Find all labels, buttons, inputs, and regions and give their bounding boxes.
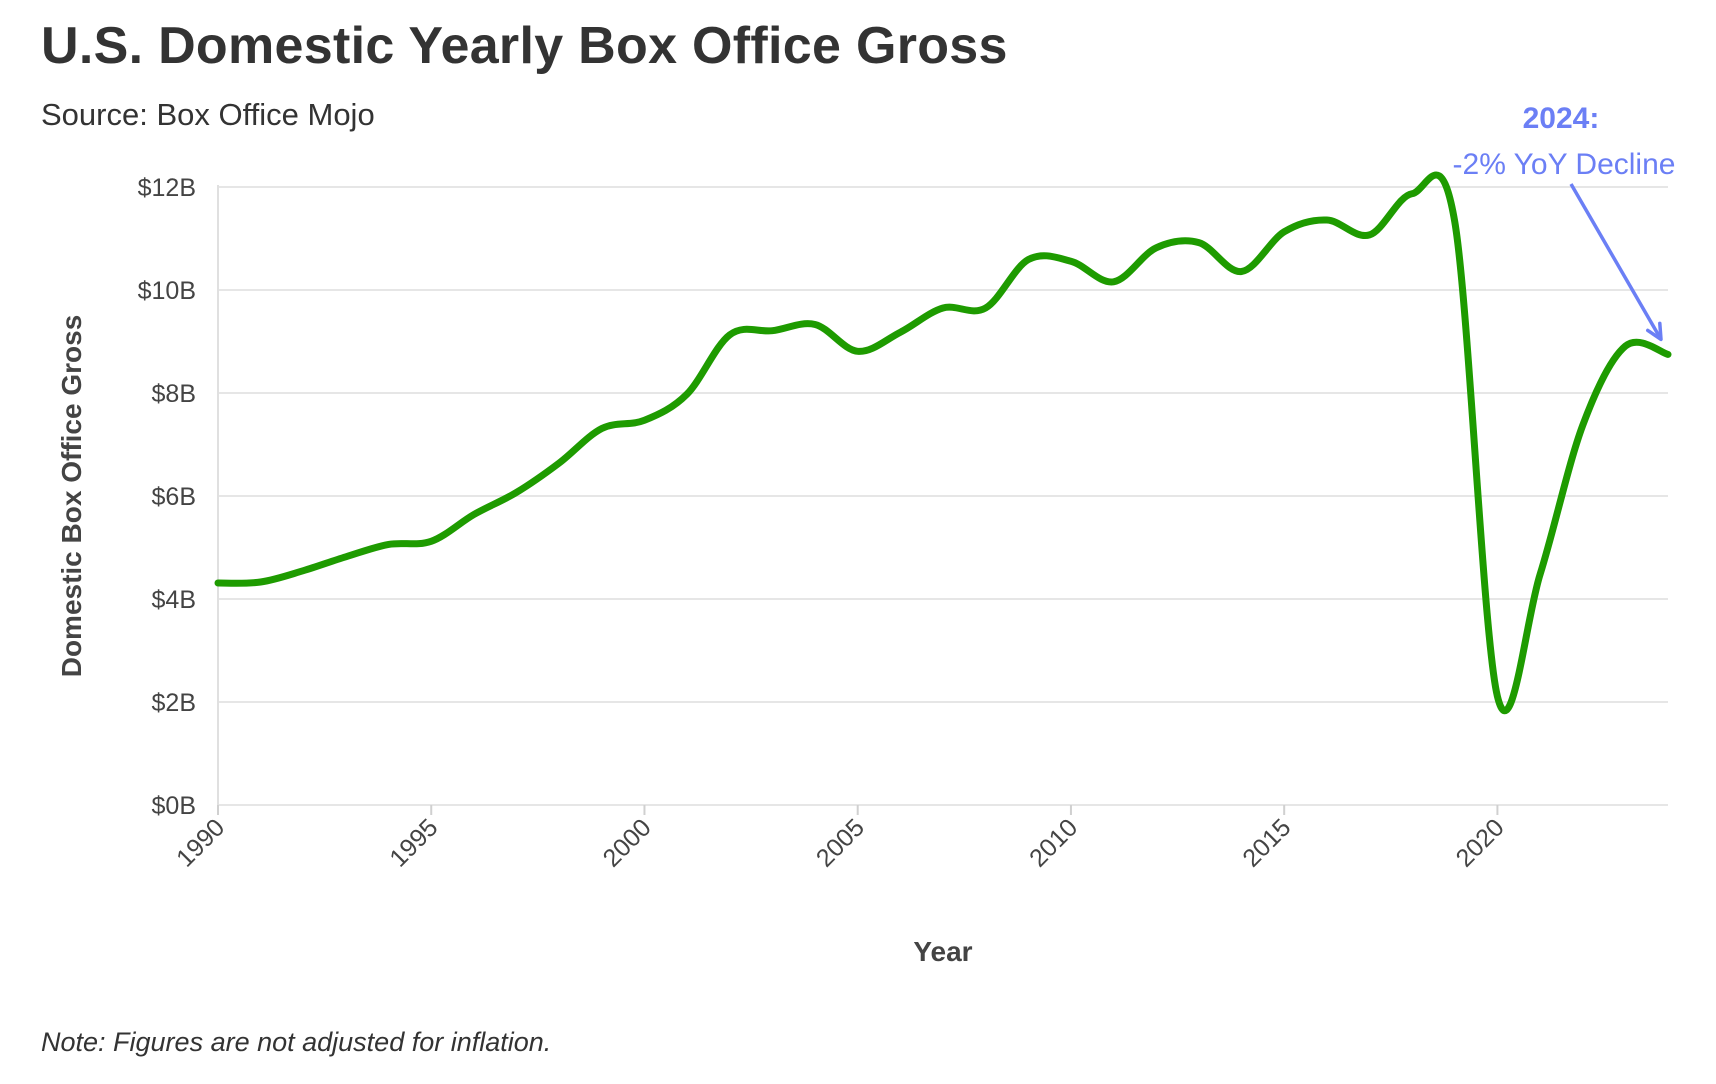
x-tick-label: 2005 bbox=[811, 813, 870, 872]
x-tick-label: 2010 bbox=[1024, 813, 1083, 872]
annotation-text: -2% YoY Decline bbox=[1453, 148, 1676, 181]
data-point-2019 bbox=[1451, 219, 1458, 226]
data-point-2000 bbox=[641, 417, 648, 424]
annotation-2024: 2024: -2% YoY Decline bbox=[1453, 102, 1676, 342]
data-point-2013 bbox=[1195, 239, 1202, 246]
chart-subtitle: Source: Box Office Mojo bbox=[41, 97, 375, 132]
data-point-2002 bbox=[726, 331, 733, 338]
data-point-1993 bbox=[342, 553, 349, 560]
chart-title: U.S. Domestic Yearly Box Office Gross bbox=[41, 17, 1008, 75]
y-tick-label: $12B bbox=[138, 174, 196, 202]
x-tick-label: 2000 bbox=[598, 813, 657, 872]
data-point-2014 bbox=[1238, 268, 1245, 275]
data-point-1994 bbox=[385, 541, 392, 548]
data-point-2008 bbox=[982, 305, 989, 312]
y-axis-label: Domestic Box Office Gross bbox=[56, 315, 87, 678]
y-tick-label: $8B bbox=[152, 380, 196, 408]
annotation-arrowhead bbox=[1646, 321, 1663, 342]
data-point-2006 bbox=[897, 329, 904, 336]
data-point-1997 bbox=[513, 489, 520, 496]
y-tick-label: $6B bbox=[152, 483, 196, 511]
y-axis-ticks: $0B $2B $4B $6B $8B $10B $12B bbox=[138, 174, 196, 820]
data-point-1992 bbox=[300, 567, 307, 574]
annotation-title: 2024: bbox=[1523, 102, 1600, 135]
data-point-2005 bbox=[854, 348, 861, 355]
data-point-2011 bbox=[1110, 278, 1117, 285]
data-point-1998 bbox=[556, 460, 563, 467]
data-point-2020 bbox=[1494, 693, 1501, 700]
x-tick-label: 2020 bbox=[1451, 813, 1510, 872]
chart-note: Note: Figures are not adjusted for infla… bbox=[41, 1027, 552, 1057]
data-point-1996 bbox=[470, 511, 477, 518]
data-point-2023 bbox=[1622, 343, 1629, 350]
x-axis-ticks: 1990 1995 2000 2005 2010 2015 2020 bbox=[171, 805, 1510, 873]
x-tick-label: 2015 bbox=[1237, 813, 1296, 872]
data-point-2018 bbox=[1409, 190, 1416, 197]
data-point-2015 bbox=[1281, 228, 1288, 235]
x-tick-label: 1990 bbox=[171, 813, 230, 872]
grid-lines bbox=[218, 186, 1668, 806]
data-point-2022 bbox=[1579, 422, 1586, 429]
y-tick-label: $0B bbox=[152, 792, 196, 820]
x-tick-label: 1995 bbox=[384, 813, 443, 872]
series-line-box-office bbox=[214, 171, 1672, 715]
data-points bbox=[215, 190, 1672, 700]
data-point-2024 bbox=[1665, 351, 1672, 358]
data-point-2021 bbox=[1537, 571, 1544, 578]
data-point-1990 bbox=[215, 580, 222, 587]
y-tick-label: $4B bbox=[152, 586, 196, 614]
data-point-1995 bbox=[428, 538, 435, 545]
data-point-2001 bbox=[684, 391, 691, 398]
data-point-2003 bbox=[769, 327, 776, 334]
data-point-2007 bbox=[940, 305, 947, 312]
data-point-2012 bbox=[1153, 244, 1160, 251]
data-point-1999 bbox=[598, 425, 605, 432]
data-point-1991 bbox=[257, 579, 264, 586]
data-point-2017 bbox=[1366, 231, 1373, 238]
y-tick-label: $10B bbox=[138, 277, 196, 305]
x-axis-label: Year bbox=[913, 936, 972, 967]
data-point-2010 bbox=[1067, 258, 1074, 265]
annotation-arrow bbox=[1569, 183, 1663, 341]
data-point-2004 bbox=[812, 321, 819, 328]
y-tick-label: $2B bbox=[152, 689, 196, 717]
data-point-2009 bbox=[1025, 256, 1032, 263]
data-point-2016 bbox=[1323, 216, 1330, 223]
